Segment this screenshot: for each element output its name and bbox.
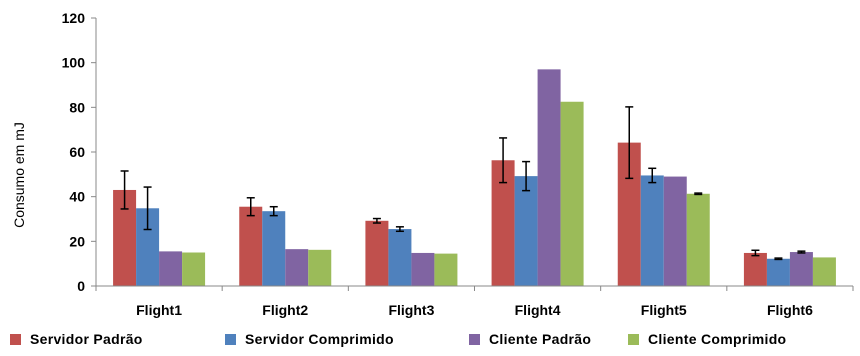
- bar-1-flight4: [491, 160, 515, 286]
- error-bar: [774, 257, 783, 261]
- legend-label: Servidor Comprimido: [245, 331, 394, 347]
- bar-4-flight1: [182, 252, 206, 286]
- error-bar: [694, 192, 703, 196]
- error-bar: [751, 249, 760, 257]
- bar-2-flight2: [262, 211, 286, 286]
- bar-2-flight4: [514, 176, 538, 286]
- legend-swatch: [10, 334, 21, 345]
- legend-item: Cliente Comprimido: [628, 331, 786, 347]
- legend-swatch: [469, 334, 480, 345]
- error-bar: [625, 106, 634, 180]
- y-tick-label: 60: [69, 144, 85, 160]
- bar-4-flight5: [686, 193, 710, 286]
- legend-label: Cliente Padrão: [489, 331, 591, 347]
- error-bar: [269, 205, 278, 217]
- error-bar: [246, 197, 255, 217]
- error-bar: [372, 217, 381, 224]
- bar-2-flight5: [640, 175, 664, 286]
- bar-2-flight3: [388, 229, 412, 286]
- error-bar: [797, 250, 806, 254]
- error-bar: [120, 170, 129, 210]
- x-tick-label: Flight4: [515, 302, 561, 318]
- y-tick-label: 120: [62, 10, 86, 26]
- bar-1-flight1: [113, 189, 137, 286]
- y-axis-title: Consumo em mJ: [11, 122, 27, 228]
- y-tick-label: 0: [77, 278, 85, 294]
- bar-1-flight2: [239, 206, 263, 286]
- bar-3-flight4: [537, 69, 561, 286]
- bars: [113, 69, 836, 286]
- error-bar: [499, 137, 508, 184]
- axes: [95, 18, 854, 291]
- bar-1-flight3: [365, 220, 389, 286]
- legend-item: Servidor Padrão: [10, 331, 143, 347]
- y-tick-label: 40: [69, 189, 85, 205]
- bar-4-flight4: [560, 101, 584, 286]
- legend-item: Cliente Padrão: [469, 331, 591, 347]
- bar-1-flight6: [743, 252, 767, 286]
- legend-label: Cliente Comprimido: [648, 331, 786, 347]
- bar-3-flight6: [789, 252, 813, 286]
- legend-swatch: [225, 334, 236, 345]
- bar-3-flight1: [159, 251, 183, 286]
- x-axis-labels: Flight1 Flight2 Flight3 Flight4 Flight5 Fligh…: [136, 302, 813, 318]
- bar-4-flight3: [434, 253, 458, 286]
- bar-4-flight2: [308, 249, 332, 286]
- error-bar: [143, 186, 152, 231]
- bar-3-flight5: [663, 176, 687, 286]
- x-tick-label: Flight2: [262, 302, 308, 318]
- error-bar: [648, 167, 657, 184]
- bar-3-flight3: [411, 252, 435, 286]
- y-axis-ticks: 0 20 40 60 80 100 120: [62, 10, 96, 294]
- legend: Servidor Padrão Servidor Comprimido Client…: [10, 331, 786, 347]
- legend-swatch: [628, 334, 639, 345]
- x-tick-label: Flight1: [136, 302, 182, 318]
- bar-1-flight5: [617, 142, 641, 286]
- y-tick-label: 80: [69, 99, 85, 115]
- x-tick-label: Flight6: [767, 302, 813, 318]
- legend-item: Servidor Comprimido: [225, 331, 394, 347]
- x-tick-label: Flight5: [641, 302, 687, 318]
- bar-3-flight2: [285, 249, 309, 286]
- y-tick-label: 100: [62, 55, 86, 71]
- error-bar: [395, 226, 404, 233]
- bar-2-flight1: [136, 208, 160, 286]
- bar-2-flight6: [766, 258, 790, 286]
- y-tick-label: 20: [69, 233, 85, 249]
- legend-label: Servidor Padrão: [30, 331, 143, 347]
- x-tick-label: Flight3: [388, 302, 434, 318]
- error-bar: [522, 160, 531, 192]
- bar-4-flight6: [812, 257, 836, 286]
